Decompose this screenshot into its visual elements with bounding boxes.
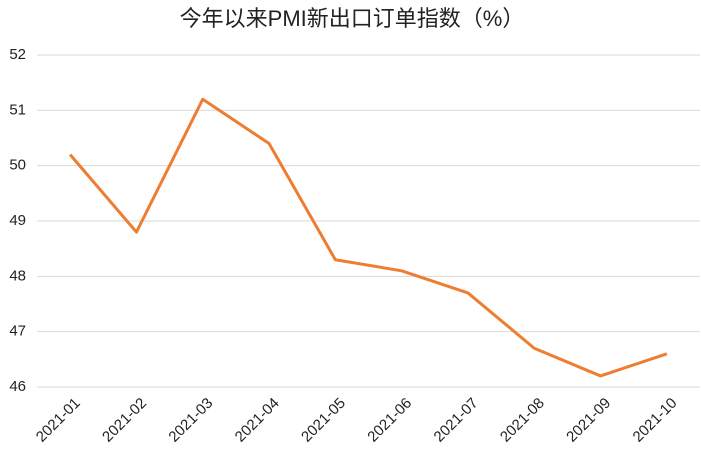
y-tick-label: 52 (9, 46, 26, 63)
x-tick-label: 2021-04 (232, 395, 283, 446)
x-tick-label: 2021-10 (630, 395, 681, 446)
x-tick-label: 2021-03 (165, 395, 216, 446)
y-tick-label: 47 (9, 323, 26, 340)
y-tick-label: 50 (9, 157, 26, 174)
line-series (69, 97, 668, 378)
chart-title: 今年以来PMI新出口订单指数（%） (180, 6, 525, 31)
y-tick-label: 46 (9, 378, 26, 395)
y-tick-label: 49 (9, 212, 26, 229)
x-tick-label: 2021-09 (563, 395, 614, 446)
x-tick-label: 2021-02 (99, 395, 150, 446)
x-tick-label: 2021-05 (298, 395, 349, 446)
y-tick-label: 48 (9, 267, 26, 284)
x-tick-label: 2021-01 (33, 395, 84, 446)
x-tick-label: 2021-07 (431, 395, 482, 446)
y-tick-label: 51 (9, 101, 26, 118)
x-tick-label: 2021-08 (497, 395, 548, 446)
x-tick-label: 2021-06 (364, 395, 415, 446)
